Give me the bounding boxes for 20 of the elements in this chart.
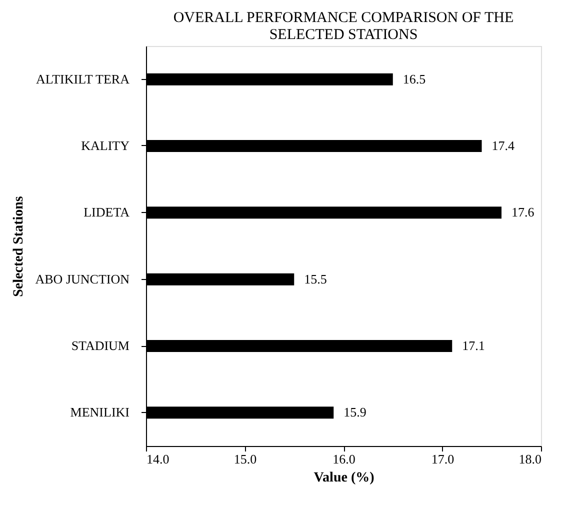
y-tick-label: LIDETA bbox=[84, 204, 130, 220]
y-tick-label: ABO JUNCTION bbox=[35, 271, 130, 286]
x-tick-label: 18.0 bbox=[518, 452, 542, 466]
data-label: 17.1 bbox=[462, 338, 485, 353]
x-tick-label: 17.0 bbox=[431, 452, 454, 466]
y-tick-label: KALITY bbox=[81, 138, 130, 153]
y-axis-title: Selected Stations bbox=[11, 196, 26, 297]
data-label: 15.9 bbox=[344, 404, 366, 420]
x-axis-title: Value (%) bbox=[314, 470, 375, 486]
y-tick-label: STADIUM bbox=[71, 338, 130, 353]
data-label: 16.5 bbox=[402, 71, 426, 86]
x-tick-label: 16.0 bbox=[332, 452, 356, 466]
data-label: 15.5 bbox=[304, 271, 327, 286]
chart-title: OVERALL PERFORMANCE COMPARISON OF THE SELECTED STATIONS bbox=[173, 10, 514, 43]
data-label: 17.6 bbox=[512, 204, 535, 220]
x-tick-label: 14.0 bbox=[146, 452, 170, 466]
y-tick-label: MENILIKI bbox=[70, 404, 130, 420]
x-tick-label: 15.0 bbox=[234, 452, 257, 466]
data-label: 17.4 bbox=[492, 138, 515, 153]
y-tick-label: ALTIKILT TERA bbox=[36, 71, 130, 86]
